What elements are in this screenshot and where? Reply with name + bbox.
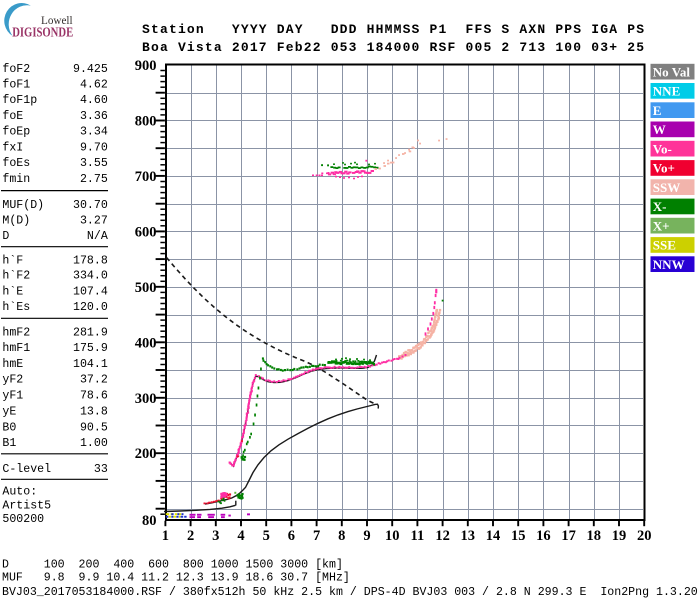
svg-text:700: 700 — [135, 169, 157, 185]
svg-text:N/A: N/A — [87, 230, 108, 243]
svg-text:hmF2: hmF2 — [2, 327, 30, 340]
svg-text:4.60: 4.60 — [80, 94, 108, 107]
svg-text:19: 19 — [612, 528, 627, 544]
svg-text:NNW: NNW — [653, 257, 685, 272]
svg-text:Station YYYY DAY DDD HHMMS: Station YYYY DAY DDD HHMMSS P1 FFS S AXN… — [142, 22, 644, 37]
svg-text:9.70: 9.70 — [80, 142, 108, 155]
svg-text:Auto:: Auto: — [2, 486, 37, 499]
svg-text:4: 4 — [237, 528, 244, 544]
svg-text:90.5: 90.5 — [80, 421, 108, 434]
svg-text:hmE: hmE — [2, 358, 23, 371]
svg-text:SSW: SSW — [653, 180, 680, 195]
svg-text:B1: B1 — [2, 437, 16, 450]
svg-text:16: 16 — [536, 528, 551, 544]
svg-text:15: 15 — [511, 528, 526, 544]
svg-text:X-: X- — [653, 199, 667, 214]
svg-text:fmin: fmin — [2, 173, 30, 186]
svg-text:h`F2: h`F2 — [2, 270, 30, 283]
svg-text:yF2: yF2 — [2, 374, 23, 387]
svg-text:7: 7 — [313, 528, 320, 544]
svg-text:20: 20 — [637, 528, 652, 544]
svg-text:37.2: 37.2 — [80, 374, 108, 387]
svg-text:18: 18 — [587, 528, 602, 544]
svg-text:178.8: 178.8 — [73, 254, 108, 267]
svg-text:4.62: 4.62 — [80, 79, 108, 92]
svg-text:12: 12 — [435, 528, 450, 544]
svg-text:3.55: 3.55 — [80, 157, 108, 170]
svg-text:78.6: 78.6 — [80, 390, 108, 403]
svg-text:h`Es: h`Es — [2, 301, 30, 314]
svg-text:3: 3 — [212, 528, 219, 544]
svg-text:17: 17 — [561, 528, 576, 544]
svg-text:Vo-: Vo- — [653, 141, 672, 156]
svg-text:30.70: 30.70 — [73, 199, 108, 212]
svg-text:SSE: SSE — [653, 238, 676, 253]
svg-text:107.4: 107.4 — [73, 285, 108, 298]
svg-text:175.9: 175.9 — [73, 342, 108, 355]
svg-text:NNE: NNE — [653, 84, 680, 99]
svg-text:800: 800 — [135, 114, 157, 130]
svg-text:14: 14 — [486, 528, 501, 544]
svg-text:1: 1 — [162, 528, 169, 544]
svg-text:D: D — [2, 230, 9, 243]
svg-text:6: 6 — [288, 528, 295, 544]
svg-text:120.0: 120.0 — [73, 301, 108, 314]
svg-text:13: 13 — [461, 528, 476, 544]
svg-text:M(D): M(D) — [2, 215, 30, 228]
svg-text:Vo+: Vo+ — [653, 161, 675, 176]
svg-text:334.0: 334.0 — [73, 270, 108, 283]
svg-text:104.1: 104.1 — [73, 358, 108, 371]
svg-text:9.425: 9.425 — [73, 63, 108, 76]
svg-text:600: 600 — [135, 224, 157, 240]
svg-text:13.8: 13.8 — [80, 406, 108, 419]
svg-text:foF1p: foF1p — [2, 94, 37, 107]
svg-text:281.9: 281.9 — [73, 327, 108, 340]
svg-text:BVJ03_2017053184000.RSF / 380f: BVJ03_2017053184000.RSF / 380fx512h 50 k… — [2, 586, 698, 599]
svg-text:foE: foE — [2, 110, 23, 123]
svg-text:400: 400 — [135, 335, 157, 351]
svg-text:C-level: C-level — [2, 463, 51, 476]
svg-text:E: E — [653, 103, 662, 118]
svg-text:B0: B0 — [2, 421, 16, 434]
svg-text:300: 300 — [135, 391, 157, 407]
svg-text:Lowell: Lowell — [41, 15, 73, 27]
svg-text:900: 900 — [135, 58, 157, 74]
svg-text:MUF(D): MUF(D) — [2, 199, 44, 212]
svg-text:Artist5: Artist5 — [2, 499, 51, 512]
svg-text:200: 200 — [135, 446, 157, 462]
svg-text:9: 9 — [363, 528, 370, 544]
svg-text:yF1: yF1 — [2, 390, 23, 403]
svg-text:foF1: foF1 — [2, 79, 30, 92]
svg-text:3.36: 3.36 — [80, 110, 108, 123]
svg-text:1.00: 1.00 — [80, 437, 108, 450]
svg-text:W: W — [653, 122, 666, 137]
svg-text:X+: X+ — [653, 218, 670, 233]
svg-text:3.27: 3.27 — [80, 215, 108, 228]
svg-text:500200: 500200 — [2, 513, 44, 526]
svg-text:MUF 9.8 9.9 10.4 11.2 12.3: MUF 9.8 9.9 10.4 11.2 12.3 13.9 18.6 30.… — [2, 572, 350, 585]
svg-text:foF2: foF2 — [2, 63, 30, 76]
svg-text:h`E: h`E — [2, 285, 23, 298]
svg-text:D 100 200 400 600 800: D 100 200 400 600 800 1000 1500 3000 [km… — [2, 559, 343, 572]
svg-text:33: 33 — [94, 463, 108, 476]
svg-text:DIGISONDE: DIGISONDE — [12, 25, 73, 40]
svg-text:fxI: fxI — [2, 142, 23, 155]
svg-text:2: 2 — [187, 528, 194, 544]
svg-text:5: 5 — [263, 528, 270, 544]
svg-text:11: 11 — [411, 528, 425, 544]
svg-text:foEp: foEp — [2, 126, 30, 139]
svg-text:8: 8 — [338, 528, 345, 544]
svg-text:hmF1: hmF1 — [2, 342, 30, 355]
svg-text:80: 80 — [142, 513, 157, 529]
svg-text:h`F: h`F — [2, 254, 23, 267]
svg-text:foEs: foEs — [2, 157, 30, 170]
svg-text:No Val: No Val — [653, 64, 691, 79]
svg-text:3.34: 3.34 — [80, 126, 108, 139]
svg-text:10: 10 — [385, 528, 400, 544]
svg-text:500: 500 — [135, 280, 157, 296]
svg-text:yE: yE — [2, 406, 16, 419]
svg-text:Boa Vista 2017 Feb22 053 18400: Boa Vista 2017 Feb22 053 184000 RSF 005 … — [142, 40, 644, 55]
svg-text:2.75: 2.75 — [80, 173, 108, 186]
